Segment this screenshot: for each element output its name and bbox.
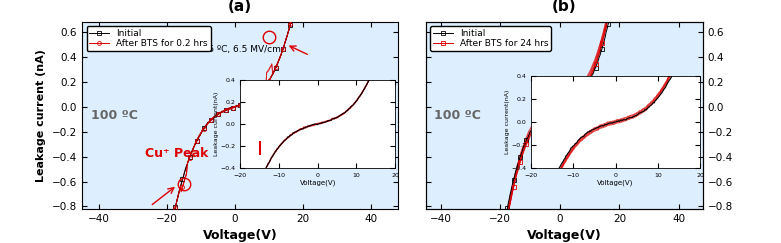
Text: sweep: sweep [326, 95, 361, 104]
Initial [228, 106, 237, 109]
After BTS for 0.2 hrs [228, 106, 237, 109]
Text: BTS 225 ºC, 6.5 MV/cm: BTS 225 ºC, 6.5 MV/cm [177, 45, 281, 54]
Initial [569, 99, 578, 102]
Y-axis label: Leakage current (nA): Leakage current (nA) [37, 49, 46, 182]
Initial [262, 82, 272, 85]
Text: sweep: sweep [597, 95, 633, 104]
Line: Initial: Initial [430, 0, 696, 243]
Initial [246, 98, 255, 101]
After BTS for 0.2 hrs [226, 107, 236, 110]
X-axis label: Voltage(V): Voltage(V) [527, 229, 601, 243]
Initial [553, 106, 562, 109]
Initial [583, 82, 593, 85]
Text: (a): (a) [228, 0, 252, 14]
Text: 100 ºC: 100 ºC [91, 109, 138, 122]
Text: (b): (b) [552, 0, 576, 14]
After BTS for 24 hrs [551, 106, 561, 109]
After BTS for 0.2 hrs [262, 83, 272, 86]
After BTS for 0.2 hrs [246, 99, 255, 102]
After BTS for 24 hrs [553, 106, 562, 109]
Text: 100 ºC: 100 ºC [434, 109, 481, 122]
Text: Cu⁺ Peak: Cu⁺ Peak [145, 147, 209, 160]
After BTS for 24 hrs [569, 98, 578, 101]
Legend: Initial, After BTS for 24 hrs: Initial, After BTS for 24 hrs [430, 26, 551, 51]
X-axis label: Voltage(V): Voltage(V) [203, 229, 277, 243]
Line: Initial: Initial [87, 0, 390, 243]
After BTS for 24 hrs [583, 80, 593, 83]
Line: After BTS for 0.2 hrs: After BTS for 0.2 hrs [87, 0, 390, 243]
Legend: Initial, After BTS for 0.2 hrs: Initial, After BTS for 0.2 hrs [87, 26, 211, 51]
Initial [551, 106, 561, 109]
Initial [226, 107, 236, 110]
Line: After BTS for 24 hrs: After BTS for 24 hrs [430, 0, 696, 243]
